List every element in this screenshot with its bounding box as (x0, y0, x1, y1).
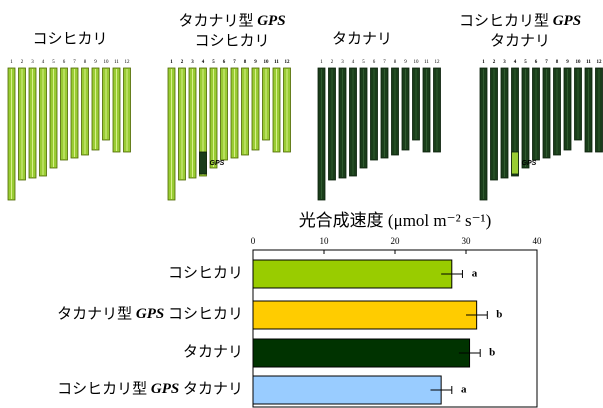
chromosome-number: 1 (170, 60, 173, 65)
gene-label: GPS (522, 160, 537, 167)
chromosome-number: 8 (244, 60, 247, 65)
panel-title: コシヒカリ (32, 31, 107, 47)
x-tick-label: 0 (251, 236, 256, 246)
chromosome-number: 9 (566, 60, 569, 65)
gene-label: GPS (210, 160, 225, 167)
chromosome-number: 9 (254, 60, 257, 65)
chromosome-number: 6 (373, 60, 376, 65)
chromosome-number: 5 (362, 60, 365, 65)
x-tick-label: 30 (462, 236, 472, 246)
gps-segment (511, 151, 519, 175)
chromosome-number: 12 (125, 60, 131, 65)
chromosome-number: 1 (10, 60, 13, 65)
chromosome-number: 1 (320, 60, 323, 65)
y-tick-label: コシヒカリ (168, 265, 243, 281)
chromosome-number: 10 (104, 60, 110, 65)
chromosome-number: 7 (545, 60, 548, 65)
x-tick-label: 10 (320, 236, 330, 246)
chromosome-number: 2 (181, 60, 184, 65)
panel-title: コシヒカリ (194, 33, 269, 49)
bar (252, 259, 453, 289)
chromosome-number: 4 (352, 60, 355, 65)
chromosome-number: 2 (331, 60, 334, 65)
y-tick-label: タカナリ型 GPS コシヒカリ (57, 305, 243, 322)
panel-title: タカナリ型 GPS (178, 12, 285, 29)
significance-label: b (496, 309, 502, 321)
panel-title: タカナリ (490, 32, 550, 49)
significance-label: a (472, 268, 478, 280)
chromosome-number: 4 (42, 60, 45, 65)
chromosome-number: 8 (394, 60, 397, 65)
chromosome-number: 11 (274, 60, 279, 65)
chromosome-number: 6 (535, 60, 538, 65)
chromosome-number: 11 (586, 60, 591, 65)
chromosome-number: 4 (514, 60, 517, 65)
chromosome-number: 4 (202, 60, 205, 65)
chromosome-number: 7 (383, 60, 386, 65)
y-tick-label: タカナリ (183, 343, 243, 360)
bar (252, 375, 442, 405)
x-tick-label: 20 (391, 236, 401, 246)
chromosome-number: 2 (21, 60, 24, 65)
x-tick-label: 40 (533, 236, 543, 246)
chromosome-number: 3 (31, 60, 34, 65)
chromosome-number: 9 (404, 60, 407, 65)
chromosome-number: 3 (503, 60, 506, 65)
chromosome-number: 6 (63, 60, 66, 65)
chromosome-number: 5 (524, 60, 527, 65)
chromosome-number: 12 (285, 60, 291, 65)
chromosome-number: 3 (341, 60, 344, 65)
chromosome-number: 5 (212, 60, 215, 65)
panel-title: タカナリ (332, 30, 392, 47)
chromosome-number: 12 (597, 60, 603, 65)
chromosome-number: 1 (482, 60, 485, 65)
chromosome-number: 7 (73, 60, 76, 65)
chromosome-number: 2 (493, 60, 496, 65)
y-tick-label: コシヒカリ型 GPS タカナリ (57, 380, 243, 397)
chromosome-number: 6 (223, 60, 226, 65)
chromosome-number: 8 (84, 60, 87, 65)
chromosome-number: 11 (114, 60, 119, 65)
chromosome-number: 5 (52, 60, 55, 65)
chart-title: 光合成速度 (μmol m⁻² s⁻¹) (299, 211, 492, 230)
significance-label: a (461, 384, 467, 396)
chromosome-number: 9 (94, 60, 97, 65)
significance-label: b (489, 347, 495, 359)
chromosome-number: 12 (435, 60, 441, 65)
chromosome-number: 10 (576, 60, 582, 65)
panel-title: コシヒカリ型 GPS (459, 12, 581, 29)
bar (252, 300, 478, 330)
bar (252, 338, 471, 368)
chromosome-number: 3 (191, 60, 194, 65)
gps-segment (199, 151, 207, 175)
chromosome-number: 11 (424, 60, 429, 65)
chromosome-number: 10 (264, 60, 270, 65)
chromosome-number: 8 (556, 60, 559, 65)
chromosome-number: 10 (414, 60, 420, 65)
chromosome-number: 7 (233, 60, 236, 65)
